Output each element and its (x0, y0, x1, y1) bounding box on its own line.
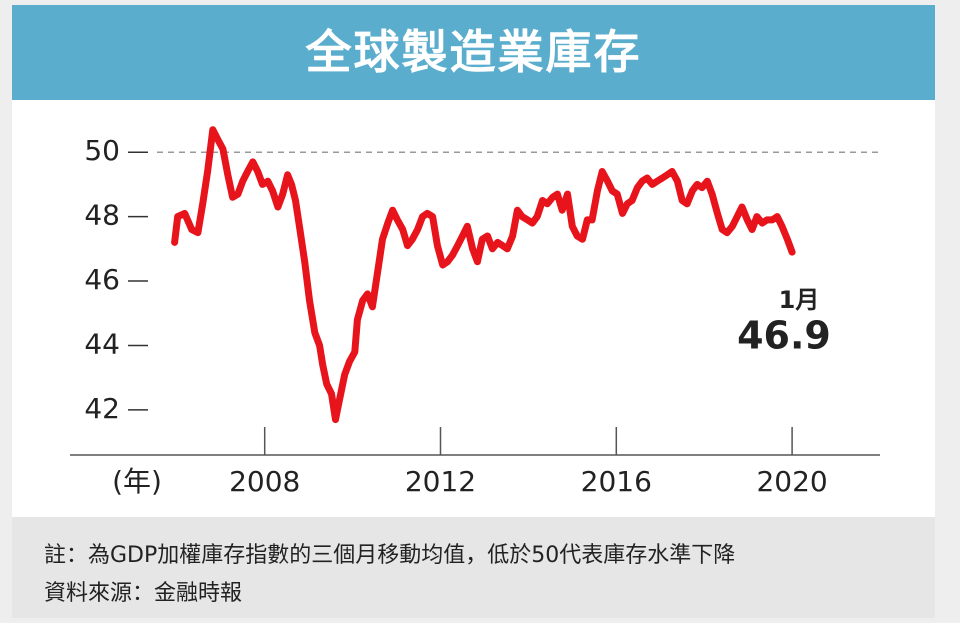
note: 註：為GDP加權庫存指數的三個月移動均值，低於50代表庫存水準下降 (44, 543, 736, 568)
card: 全球製造業庫存 (年) 1月 42 44 46 48 50 2008 2012 2016 202… (12, 5, 935, 618)
source: 資料來源：金融時報 (44, 581, 243, 606)
annotation: 1月 (779, 286, 820, 314)
x-tick-label: 2016 (581, 465, 652, 498)
y-tick-label: 46 (84, 263, 120, 296)
chart-title: 全球製造業庫存 (12, 5, 935, 100)
x-axis-label: (年) (112, 465, 162, 498)
y-tick-label: 50 (84, 134, 120, 167)
y-tick-label: 48 (84, 199, 120, 232)
line-series (171, 126, 796, 424)
y-tick-label: 42 (84, 392, 120, 425)
footer: 註：為GDP加權庫存指數的三個月移動均值，低於50代表庫存水準下降 資料來源：金… (12, 517, 935, 618)
chart: (年) 1月 42 44 46 48 50 2008 2012 2016 2020 46.9 (70, 126, 880, 498)
x-tick-label: 2012 (405, 465, 476, 498)
x-tick-label: 2020 (756, 465, 827, 498)
y-tick-label: 44 (84, 327, 120, 360)
data-label: 46.9 (737, 314, 831, 358)
x-tick-label: 2008 (229, 465, 300, 498)
